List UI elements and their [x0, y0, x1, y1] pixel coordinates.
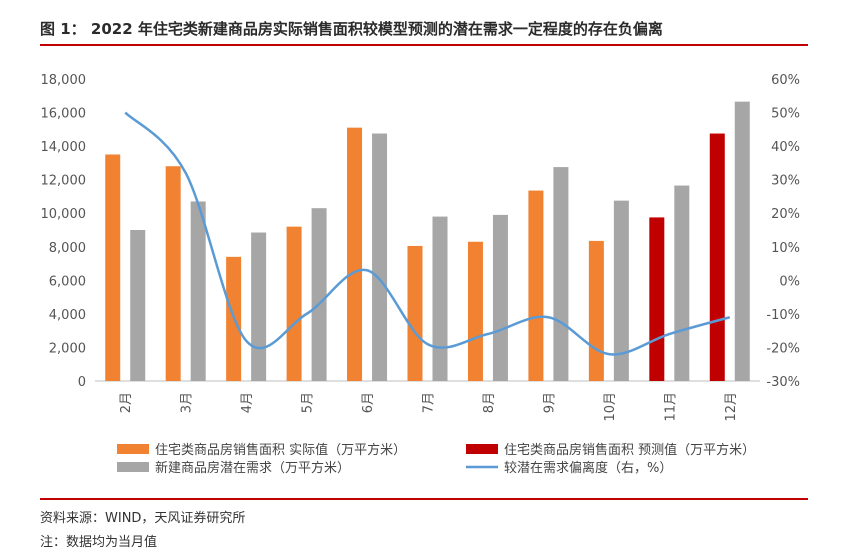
- potential-bar: [190, 201, 206, 381]
- actual-bar: [407, 245, 423, 381]
- actual-bar: [467, 241, 483, 381]
- y-right-tick-label: -10%: [766, 308, 800, 323]
- y-right-tick-label: 50%: [771, 107, 800, 122]
- y-right-tick-label: 20%: [771, 207, 800, 222]
- y-left-tick-label: 4,000: [49, 308, 86, 323]
- actual-bar: [347, 127, 363, 382]
- y-left-tick-label: 6,000: [49, 274, 86, 289]
- potential-bar: [311, 208, 327, 381]
- title-bar: 图 1： 2022 年住宅类新建商品房实际销售面积较模型预测的潜在需求一定程度的…: [40, 14, 808, 46]
- potential-bar: [251, 232, 267, 381]
- y-right-tick-label: 60%: [771, 73, 800, 88]
- forecast-bar: [649, 217, 665, 381]
- y-left-tick-label: 18,000: [41, 73, 87, 88]
- potential-bar: [130, 230, 146, 381]
- actual-bar: [105, 154, 121, 381]
- legend-swatch: [466, 444, 498, 454]
- y-right-tick-label: -30%: [766, 375, 800, 390]
- y-left-tick-label: 14,000: [41, 140, 87, 155]
- chart-title: 图 1： 2022 年住宅类新建商品房实际销售面积较模型预测的潜在需求一定程度的…: [40, 20, 663, 38]
- actual-bar: [286, 226, 302, 381]
- footnote: 注：数据均为当月值: [40, 535, 158, 550]
- x-tick-label: 9月: [542, 392, 557, 413]
- y-left-tick-label: 10,000: [41, 207, 87, 222]
- x-tick-label: 2月: [119, 392, 134, 413]
- chart: 0 2,000 4,000 6,000 8,000 10,000 12,000 14,000 1…: [41, 73, 801, 476]
- y-left-tick-label: 12,000: [41, 174, 87, 189]
- x-tick-label: 7月: [422, 392, 437, 413]
- x-tick-label: 11月: [663, 392, 678, 422]
- potential-bar: [553, 167, 569, 381]
- potential-bar: [492, 214, 508, 381]
- y-right-tick-label: 30%: [771, 174, 800, 189]
- y-right-tick-label: 10%: [771, 241, 800, 256]
- legend-label: 新建商品房潜在需求（万平方米）: [155, 460, 350, 476]
- source-note: 资料来源：WIND，天风证券研究所: [40, 511, 246, 526]
- x-tick-label: 8月: [482, 392, 497, 413]
- x-tick-label: 10月: [603, 392, 618, 422]
- x-tick-label: 12月: [724, 392, 739, 422]
- y-right-tick-label: -20%: [766, 341, 800, 356]
- potential-bar: [734, 101, 750, 382]
- potential-bar: [674, 185, 690, 381]
- x-tick-label: 4月: [240, 392, 255, 413]
- legend-label: 住宅类商品房销售面积 实际值（万平方米）: [155, 442, 406, 458]
- legend-swatch: [117, 462, 149, 472]
- y-right-tick-label: 40%: [771, 140, 800, 155]
- y-right-tick-label: 0%: [779, 274, 800, 289]
- deviation-line-path: [124, 111, 731, 356]
- footer-rule: [40, 498, 808, 500]
- legend-swatch: [117, 444, 149, 454]
- actual-bar: [528, 190, 544, 381]
- y-right-ticks: -30% -20% -10% 0% 10% 20% 30% 40% 50% 60%: [766, 73, 800, 390]
- potential-bar: [613, 200, 629, 381]
- y-left-ticks: 0 2,000 4,000 6,000 8,000 10,000 12,000 14,000 1…: [41, 73, 87, 390]
- y-left-tick-label: 16,000: [41, 107, 87, 122]
- potential-bar: [372, 133, 388, 381]
- actual-bar: [165, 166, 181, 381]
- legend: 住宅类商品房销售面积 实际值（万平方米） 住宅类商品房销售面积 预测值（万平方米）…: [117, 442, 755, 476]
- x-ticks: 2月 3月 4月 5月 6月 7月 8月 9月 10月 11月 12月: [119, 392, 739, 422]
- deviation-line: [124, 111, 731, 356]
- y-left-tick-label: 2,000: [49, 341, 86, 356]
- legend-label: 较潜在需求偏离度（右，%）: [504, 460, 672, 476]
- legend-label: 住宅类商品房销售面积 预测值（万平方米）: [504, 442, 755, 458]
- y-left-tick-label: 8,000: [49, 241, 86, 256]
- x-tick-label: 6月: [361, 392, 376, 413]
- potential-bar: [432, 216, 448, 381]
- forecast-bar: [709, 133, 725, 381]
- x-tick-label: 5月: [301, 392, 316, 413]
- actual-bar: [588, 240, 604, 381]
- y-left-tick-label: 0: [78, 375, 86, 390]
- x-tick-label: 3月: [180, 392, 195, 413]
- bars: [105, 101, 750, 382]
